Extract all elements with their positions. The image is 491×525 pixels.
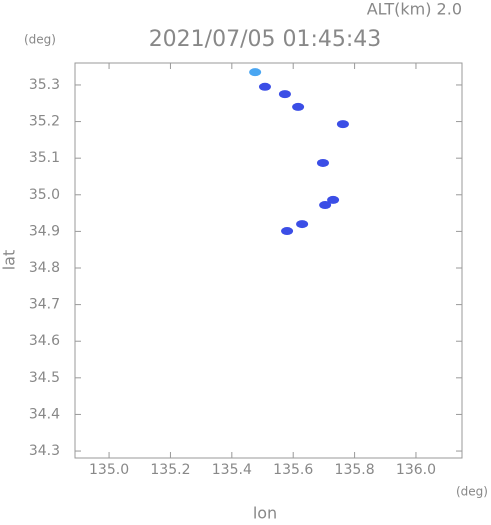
- echo-cell: [319, 201, 332, 210]
- echo-cell: [281, 227, 294, 236]
- chart-subtitle: ALT(km) 2.0: [367, 0, 462, 19]
- y-unit: (deg): [24, 33, 56, 47]
- y-tick-label: 34.4: [29, 406, 60, 422]
- echo-cell: [327, 195, 340, 204]
- x-tick-label: 135.0: [89, 462, 129, 478]
- y-tick-label: 34.9: [29, 223, 60, 239]
- y-tick-label: 34.8: [29, 260, 60, 276]
- echo-cell: [296, 220, 309, 229]
- echo-cell: [258, 82, 271, 91]
- echo-cell: [278, 90, 291, 99]
- echo-cell: [292, 102, 305, 111]
- echo-cell: [249, 68, 262, 77]
- echo-cell: [336, 120, 349, 129]
- x-tick-label: 135.2: [150, 462, 190, 478]
- y-tick-label: 34.7: [29, 297, 60, 313]
- plot-frame: [74, 62, 463, 459]
- y-axis-label: lat: [0, 250, 19, 271]
- y-tick-label: 35.3: [29, 77, 60, 93]
- echo-cell: [316, 158, 329, 167]
- x-tick-label: 135.4: [212, 462, 252, 478]
- y-tick-label: 35.2: [29, 114, 60, 130]
- y-tick-label: 35.1: [29, 150, 60, 166]
- x-tick-label: 135.6: [273, 462, 313, 478]
- x-tick-label: 136.0: [396, 462, 436, 478]
- y-tick-label: 34.5: [29, 370, 60, 386]
- y-tick-label: 34.3: [29, 443, 60, 459]
- y-tick-label: 35.0: [29, 187, 60, 203]
- x-unit: (deg): [456, 485, 488, 499]
- chart-title: 2021/07/05 01:45:43: [149, 27, 382, 52]
- x-axis-label: lon: [253, 504, 277, 522]
- y-tick-label: 34.6: [29, 333, 60, 349]
- x-tick-label: 135.8: [335, 462, 375, 478]
